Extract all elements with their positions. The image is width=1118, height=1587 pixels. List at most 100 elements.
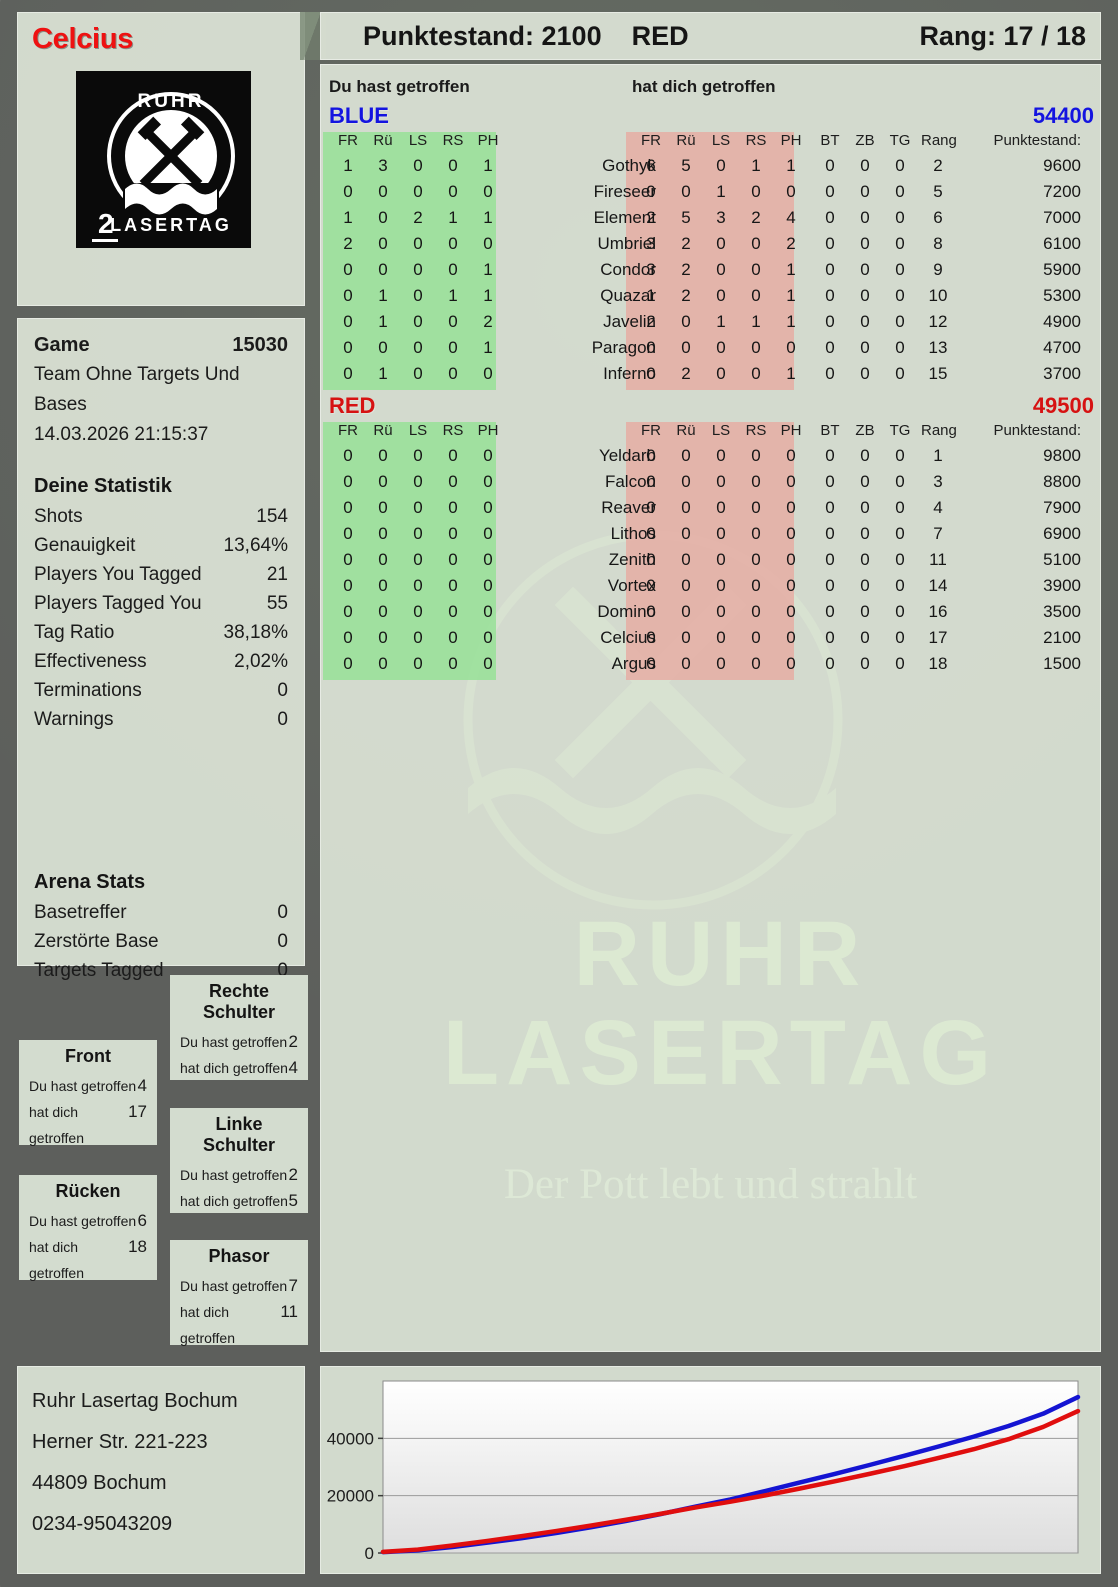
table-row[interactable]: 0 0 0 0 0 Zenith 0 0 0 0 0 0 0 0 11 5100 (321, 550, 1102, 576)
stat-value: 0 (277, 709, 288, 730)
cell-them-fr: 0 (646, 628, 656, 647)
bodypart-right-shoulder: Rechte Schulter Du hast getroffen 2 hat d… (170, 975, 308, 1080)
stat-value: 154 (256, 506, 288, 527)
cell-rang: 7 (933, 524, 943, 543)
label-you-hit: Du hast getroffen (329, 77, 470, 96)
table-row[interactable]: 0 0 0 0 1 Paragon 0 0 0 0 0 0 0 0 13 4700 (321, 338, 1102, 364)
cell-you-rü: 0 (378, 446, 388, 465)
cell-you-rü: 0 (378, 524, 388, 543)
cell-them-rü: 5 (681, 156, 691, 175)
cell-them-rü: 0 (681, 472, 691, 491)
table-row[interactable]: 0 0 0 0 0 Celcius 0 0 0 0 0 0 0 0 17 2100 (321, 628, 1102, 654)
stat-label: Targets Tagged (34, 960, 164, 981)
stat-label: Zerstörte Base (34, 931, 159, 952)
chart-plot-area (382, 1380, 1079, 1554)
cell-punktestand: 4900 (1043, 312, 1081, 331)
cell-you-fr: 0 (343, 576, 353, 595)
ytick-label-0: 0 (365, 1544, 374, 1563)
table-row[interactable]: 1 3 0 0 1 Gothyk 6 5 0 1 1 0 0 0 2 9600 (321, 156, 1102, 182)
cell-them-rs: 1 (751, 312, 761, 331)
cell-them-ph: 0 (786, 498, 796, 517)
cell-you-rü: 0 (378, 208, 388, 227)
cell-you-ph: 1 (483, 260, 493, 279)
personal-stat-row: Tag Ratio 38,18% (34, 618, 288, 647)
cell-zb: 0 (860, 364, 870, 383)
table-row[interactable]: 0 0 0 0 1 Condor 3 2 0 0 1 0 0 0 9 5900 (321, 260, 1102, 286)
hit-you-band (626, 132, 794, 390)
bodypart-you-value: 2 (288, 1165, 298, 1184)
cell-you-fr: 0 (343, 338, 353, 357)
col-head-tg: TG (889, 422, 911, 439)
table-row[interactable]: 0 1 0 0 0 Inferno 0 2 0 0 1 0 0 0 15 3700 (321, 364, 1102, 390)
cell-rang: 10 (928, 286, 948, 305)
table-row[interactable]: 0 0 0 0 0 Reaver 0 0 0 0 0 0 0 0 4 7900 (321, 498, 1102, 524)
cell-bt: 0 (825, 498, 835, 517)
cell-tg: 0 (895, 472, 905, 491)
table-row[interactable]: 0 0 0 0 0 Falcon 0 0 0 0 0 0 0 0 3 8800 (321, 472, 1102, 498)
cell-zb: 0 (860, 602, 870, 621)
cell-tg: 0 (895, 286, 905, 305)
cell-you-ph: 0 (483, 472, 493, 491)
cell-them-rs: 0 (751, 524, 761, 543)
cell-zb: 0 (860, 576, 870, 595)
cell-you-ls: 0 (413, 446, 423, 465)
cell-you-ph: 1 (483, 338, 493, 357)
table-row[interactable]: 2 0 0 0 0 Umbriel 3 2 0 0 2 0 0 0 8 6100 (321, 234, 1102, 260)
cell-zb: 0 (860, 156, 870, 175)
cell-tg: 0 (895, 654, 905, 673)
cell-you-ls: 0 (413, 654, 423, 673)
cell-rang: 12 (928, 312, 948, 331)
venue-logo: RUHR LASERTAG 2 (76, 71, 251, 248)
stat-label: Players You Tagged (34, 564, 202, 585)
table-row[interactable]: 0 0 0 0 0 Lithos 0 0 0 0 0 0 0 0 7 6900 (321, 524, 1102, 550)
cell-you-fr: 0 (343, 602, 353, 621)
cell-you-fr: 0 (343, 654, 353, 673)
table-row[interactable]: 0 1 0 0 2 Javelin 2 0 1 1 1 0 0 0 12 4900 (321, 312, 1102, 338)
cell-you-fr: 0 (343, 182, 353, 201)
cell-punktestand: 8800 (1043, 472, 1081, 491)
stat-value: 13,64% (223, 535, 288, 556)
bodypart-them-label: hat dich getroffen (29, 1104, 85, 1146)
table-row[interactable]: 0 0 0 0 0 Domino 0 0 0 0 0 0 0 0 16 3500 (321, 602, 1102, 628)
cell-punktestand: 3700 (1043, 364, 1081, 383)
cell-them-fr: 0 (646, 446, 656, 465)
stat-label: Tag Ratio (34, 622, 115, 643)
cell-punktestand: 5900 (1043, 260, 1081, 279)
bodypart-them-value: 17 (128, 1102, 147, 1121)
cell-them-ls: 0 (716, 364, 726, 383)
table-row[interactable]: 0 0 0 0 0 Argus 0 0 0 0 0 0 0 0 18 1500 (321, 654, 1102, 680)
cell-them-rü: 0 (681, 576, 691, 595)
table-row[interactable]: 1 0 2 1 1 Element 2 5 3 2 4 0 0 0 6 7000 (321, 208, 1102, 234)
cell-you-rü: 0 (378, 260, 388, 279)
label-hit-you: hat dich getroffen (632, 77, 776, 96)
hit-you-band (626, 422, 794, 680)
cell-them-ph: 1 (786, 364, 796, 383)
table-row[interactable]: 0 1 0 1 1 Quazar 1 2 0 0 1 0 0 0 10 5300 (321, 286, 1102, 312)
cell-you-rü: 1 (378, 312, 388, 331)
score-progress-chart-panel: 0 20000 40000 (320, 1366, 1101, 1574)
cell-bt: 0 (825, 156, 835, 175)
cell-them-rs: 0 (751, 364, 761, 383)
cell-you-ph: 1 (483, 208, 493, 227)
cell-zb: 0 (860, 286, 870, 305)
table-row[interactable]: 0 0 0 0 0 Yeldarb 0 0 0 0 0 0 0 0 1 9800 (321, 446, 1102, 472)
cell-you-ph: 0 (483, 182, 493, 201)
cell-them-rs: 0 (751, 498, 761, 517)
cell-you-rü: 0 (378, 234, 388, 253)
cell-you-rs: 0 (448, 628, 458, 647)
col-head-punktestand: Punktestand: (993, 132, 1081, 149)
cell-them-ls: 0 (716, 602, 726, 621)
cell-them-ph: 4 (786, 208, 796, 227)
table-row[interactable]: 0 0 0 0 0 Vortex 0 0 0 0 0 0 0 0 14 3900 (321, 576, 1102, 602)
table-row[interactable]: 0 0 0 0 0 Fireseer 0 0 1 0 0 0 0 0 5 7200 (321, 182, 1102, 208)
column-header-row: FR Rü LS RS PH FR Rü LS RS PH BT ZB TG Rang Punktestan… (321, 422, 1102, 446)
cell-you-ph: 1 (483, 286, 493, 305)
cell-zb: 0 (860, 182, 870, 201)
cell-zb: 0 (860, 260, 870, 279)
watermark-title-line1: RUHR (573, 903, 868, 1005)
cell-you-ls: 0 (413, 550, 423, 569)
cell-them-rü: 0 (681, 654, 691, 673)
score-header-panel: Punktestand: 2100 RED Rang: 17 / 18 (320, 12, 1101, 60)
cell-zb: 0 (860, 498, 870, 517)
stat-label: Terminations (34, 680, 142, 701)
